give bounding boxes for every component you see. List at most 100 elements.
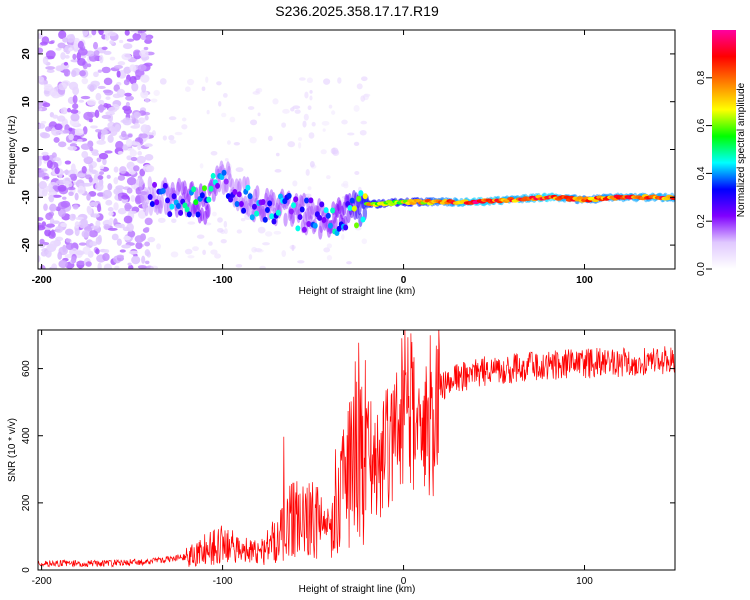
track-core: [327, 222, 333, 229]
noise-blob: [134, 235, 144, 243]
noise-blob: [184, 248, 193, 255]
noise-blob: [119, 166, 127, 174]
noise-blob: [61, 80, 71, 87]
noise-blob: [123, 108, 133, 115]
noise-blob: [75, 250, 85, 256]
noise-blob: [42, 56, 49, 65]
noise-blob: [341, 119, 348, 125]
noise-blob: [76, 260, 87, 266]
noise-blob: [99, 54, 104, 64]
noise-blob: [323, 247, 331, 253]
noise-blob: [273, 230, 282, 235]
noise-blob: [274, 169, 282, 173]
track-core: [288, 208, 294, 215]
noise-blob: [326, 243, 333, 249]
noise-blob: [77, 138, 83, 143]
noise-blob: [186, 78, 195, 86]
noise-blob: [50, 229, 55, 237]
noise-blob: [72, 53, 77, 60]
noise-blob: [52, 114, 59, 119]
noise-blob: [157, 217, 166, 223]
track-halo: [255, 185, 260, 200]
noise-blob: [282, 108, 290, 114]
snr-y-ticks: 0 200 400 600: [21, 360, 675, 573]
noise-blob: [159, 78, 167, 85]
noise-blob: [322, 128, 326, 132]
track-core: [201, 185, 207, 192]
noise-blob: [130, 156, 138, 162]
noise-blob: [103, 103, 109, 108]
track-core: [301, 226, 307, 233]
y-tick-label: -20: [21, 237, 32, 252]
noise-blob: [55, 65, 65, 72]
noise-blob: [72, 95, 78, 104]
noise-blob: [145, 36, 152, 41]
y-tick-label: -10: [21, 190, 32, 205]
noise-blob: [126, 177, 137, 186]
noise-blob: [353, 141, 360, 146]
noise-blob: [40, 41, 48, 46]
noise-blob: [64, 55, 70, 59]
track-core: [238, 201, 244, 208]
noise-blob: [129, 149, 137, 157]
noise-blob: [294, 109, 301, 114]
noise-blob: [89, 241, 98, 247]
noise-blob: [126, 155, 133, 161]
noise-blob: [62, 177, 72, 185]
noise-blob: [64, 160, 72, 165]
noise-blob: [66, 34, 76, 43]
noise-blob: [80, 143, 91, 150]
track-core: [349, 197, 355, 204]
noise-blob: [40, 250, 48, 257]
noise-blob: [75, 216, 85, 221]
noise-blob: [337, 77, 342, 84]
noise-blob: [123, 79, 130, 86]
track-core: [251, 203, 257, 210]
noise-blob: [169, 139, 177, 144]
noise-blob: [45, 223, 55, 228]
noise-blob: [98, 30, 105, 36]
noise-blob: [114, 123, 121, 133]
noise-blob: [105, 96, 111, 101]
noise-blob: [181, 124, 188, 130]
track-core: [247, 193, 253, 200]
noise-blob: [95, 92, 102, 101]
noise-blob: [53, 136, 60, 143]
noise-blob: [73, 40, 78, 50]
noise-blob: [72, 103, 79, 110]
snr-x-label: Height of straight line (km): [299, 584, 416, 595]
noise-blob: [69, 173, 78, 179]
noise-blob: [206, 109, 210, 115]
snr-line: [38, 330, 675, 568]
noise-blob: [292, 180, 298, 187]
track-halo: [206, 203, 211, 218]
noise-blob: [113, 177, 119, 185]
noise-blob: [144, 154, 154, 161]
noise-blob: [38, 169, 45, 178]
noise-blob: [113, 202, 119, 211]
track-core: [269, 213, 275, 220]
colorbar-ticks: 0.0 0.2 0.4 0.6 0.8: [696, 70, 712, 276]
noise-blob: [307, 105, 312, 111]
noise-blob: [49, 240, 59, 249]
noise-blob: [101, 46, 108, 51]
noise-blob: [74, 128, 84, 136]
track-core: [291, 202, 297, 209]
noise-blob: [113, 65, 123, 70]
track-core: [232, 189, 238, 196]
track-core: [221, 169, 227, 176]
noise-blob: [326, 255, 333, 261]
noise-blob: [267, 135, 273, 142]
noise-blob: [306, 77, 313, 84]
track-halo: [163, 200, 169, 215]
noise-blob: [43, 175, 50, 180]
spectrogram-x-ticks: -200 -100 0 100: [32, 30, 593, 286]
noise-blob: [77, 48, 88, 56]
chart-title: S236.2025.358.17.17.R19: [275, 3, 439, 19]
noise-blob: [141, 255, 146, 264]
noise-blob: [137, 151, 143, 156]
track-core: [193, 199, 199, 206]
noise-blob: [95, 236, 102, 245]
spectrogram-y-label: Frequency (Hz): [7, 116, 18, 185]
noise-blob: [309, 161, 315, 168]
